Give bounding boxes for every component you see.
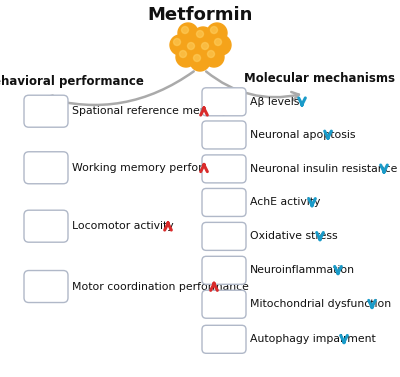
FancyArrowPatch shape	[45, 71, 194, 105]
FancyBboxPatch shape	[202, 290, 246, 318]
Circle shape	[204, 47, 224, 67]
Circle shape	[174, 38, 180, 46]
Text: Mitochondrial dysfunction: Mitochondrial dysfunction	[250, 299, 391, 309]
Text: Oxidative stress: Oxidative stress	[250, 231, 338, 241]
Circle shape	[170, 35, 190, 55]
FancyBboxPatch shape	[202, 325, 246, 353]
Text: Locomotor activity: Locomotor activity	[72, 221, 174, 231]
FancyBboxPatch shape	[202, 256, 246, 284]
Text: AchE activity: AchE activity	[250, 198, 320, 207]
FancyBboxPatch shape	[202, 222, 246, 250]
Circle shape	[194, 55, 200, 61]
Circle shape	[193, 27, 213, 47]
Circle shape	[196, 31, 204, 37]
Circle shape	[210, 26, 218, 34]
Text: Motor coordination performance: Motor coordination performance	[72, 282, 249, 291]
FancyArrowPatch shape	[206, 72, 299, 100]
FancyBboxPatch shape	[202, 88, 246, 116]
FancyBboxPatch shape	[24, 271, 68, 302]
Circle shape	[198, 39, 218, 59]
FancyBboxPatch shape	[202, 121, 246, 149]
Text: Neuronal apoptosis: Neuronal apoptosis	[250, 130, 356, 140]
Text: Neuroinflammation: Neuroinflammation	[250, 265, 355, 275]
Text: Neuronal insulin resistance: Neuronal insulin resistance	[250, 164, 397, 174]
Text: Spational reference memory: Spational reference memory	[72, 106, 228, 116]
FancyBboxPatch shape	[202, 155, 246, 183]
Text: Aβ levels: Aβ levels	[250, 97, 299, 107]
FancyBboxPatch shape	[202, 188, 246, 216]
Text: Autophagy impairment: Autophagy impairment	[250, 334, 376, 344]
Circle shape	[182, 26, 188, 34]
Circle shape	[190, 51, 210, 71]
Circle shape	[180, 51, 186, 58]
FancyBboxPatch shape	[24, 210, 68, 242]
Circle shape	[184, 39, 204, 59]
Text: Working memory performance: Working memory performance	[72, 163, 239, 173]
Circle shape	[214, 38, 222, 46]
Text: Behavioral performance: Behavioral performance	[0, 75, 144, 87]
Text: Molecular mechanisms: Molecular mechanisms	[244, 72, 396, 84]
Circle shape	[178, 23, 198, 43]
Circle shape	[188, 43, 194, 49]
Text: Metformin: Metformin	[147, 6, 253, 24]
Circle shape	[207, 23, 227, 43]
FancyBboxPatch shape	[24, 152, 68, 184]
Circle shape	[208, 51, 214, 58]
Circle shape	[211, 35, 231, 55]
Circle shape	[202, 43, 208, 49]
Circle shape	[176, 47, 196, 67]
FancyBboxPatch shape	[24, 95, 68, 127]
